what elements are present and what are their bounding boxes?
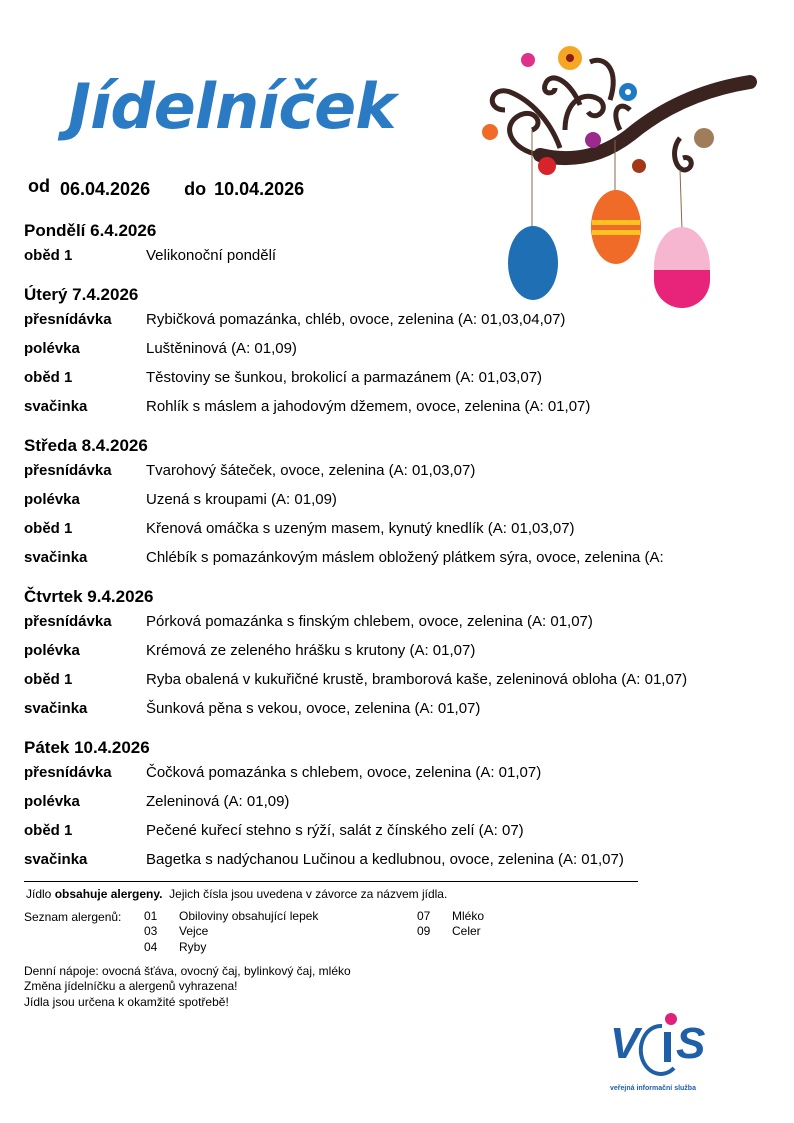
intro-text-2: Jejich čísla jsou uvedena v závorce za n… [162, 887, 448, 901]
meal-row: polévka Uzená s kroupami (A: 01,09) [24, 488, 784, 517]
day-title: Úterý 7.4.2026 [24, 285, 139, 304]
meal-type: polévka [24, 340, 80, 357]
to-label: do [184, 179, 207, 199]
meal-row: polévka Krémová ze zeleného hrášku s krut… [24, 639, 784, 668]
meal-row: oběd 1 Těstoviny se šunkou, brokolicí a p… [24, 366, 784, 395]
allergen-name: Vejce [179, 924, 209, 938]
blue-egg [508, 226, 558, 300]
meal-row: přesnídávka Pórková pomazánka s finským c… [24, 610, 784, 639]
meal-description: Zeleninová (A: 01,09) [146, 793, 290, 810]
meal-type: přesnídávka [24, 311, 112, 328]
date-range: od 06.04.2026 do 10.04.2026 [28, 176, 305, 200]
day-section: Pondělí 6.4.2026 oběd 1 Velikonoční ponděl… [24, 218, 784, 273]
svg-text:V: V [610, 1019, 643, 1068]
meal-row: polévka Luštěninová (A: 01,09) [24, 337, 784, 366]
meal-row: oběd 1 Velikonoční pondělí [24, 244, 784, 273]
meal-type: polévka [24, 491, 80, 508]
allergen-code: 01 [144, 909, 158, 923]
meal-description: Luštěninová (A: 01,09) [146, 340, 297, 357]
meal-description: Ryba obalená v kukuřičné krustě, brambor… [146, 671, 688, 688]
allergen-name: Celer [452, 924, 481, 938]
page-title: Jídelníček [68, 70, 396, 143]
allergen-code: 03 [144, 924, 158, 938]
meal-description: Velikonoční pondělí [146, 247, 277, 264]
day-section: Středa 8.4.2026 přesnídávka Tvarohový šáte… [24, 433, 784, 575]
meal-type: polévka [24, 642, 80, 659]
day-title: Čtvrtek 9.4.2026 [24, 587, 154, 606]
meal-description: Chlébík s pomazánkovým máslem obložený p… [146, 549, 664, 566]
daily-drinks: Denní nápoje: ovocná šťáva, ovocný čaj, … [24, 964, 351, 978]
svg-text:S: S [676, 1019, 705, 1068]
intro-bold: obsahuje alergeny. [54, 887, 163, 901]
allergen-intro: Jídlo obsahuje alergeny. Jejich čísla js… [26, 887, 447, 901]
meal-type: oběd 1 [24, 247, 73, 264]
day-section: Pátek 10.4.2026 přesnídávka Čočková pomazá… [24, 735, 784, 877]
allergen-name: Mléko [452, 909, 485, 923]
meal-type: oběd 1 [24, 520, 73, 537]
vis-logo: V S veřejná informační služba [610, 1010, 720, 1092]
logo-tagline: veřejná informační služba [610, 1085, 696, 1092]
meal-row: přesnídávka Čočková pomazánka s chlebem, … [24, 761, 784, 790]
divider [24, 881, 638, 882]
meal-row: oběd 1 Křenová omáčka s uzeným masem, kyn… [24, 517, 784, 546]
meal-description: Rybičková pomazánka, chléb, ovoce, zelen… [146, 311, 566, 328]
meal-description: Rohlík s máslem a jahodovým džemem, ovoc… [146, 398, 591, 415]
meal-description: Pórková pomazánka s finským chlebem, ovo… [146, 613, 593, 630]
to-date: 10.04.2026 [214, 179, 305, 199]
meal-row: oběd 1 Ryba obalená v kukuřičné krustě, b… [24, 668, 784, 697]
allergen-code: 09 [417, 924, 431, 938]
change-notice: Změna jídelníčku a alergenů vyhrazena! [24, 979, 238, 993]
meal-row: oběd 1 Pečené kuřecí stehno s rýží, salát… [24, 819, 784, 848]
allergen-name: Ryby [179, 940, 207, 954]
meal-type: svačinka [24, 700, 88, 717]
meal-description: Těstoviny se šunkou, brokolicí a parmazá… [146, 369, 543, 386]
vis-logo-mark: V S [610, 1013, 705, 1076]
meal-row: přesnídávka Tvarohový šáteček, ovoce, zel… [24, 459, 784, 488]
from-date: 06.04.2026 [60, 179, 151, 199]
meal-type: přesnídávka [24, 613, 112, 630]
day-title: Pondělí 6.4.2026 [24, 221, 157, 240]
day-section: Úterý 7.4.2026 přesnídávka Rybičková pomaz… [24, 282, 784, 424]
meal-type: oběd 1 [24, 671, 73, 688]
easter-decoration [482, 46, 757, 308]
allergen-code: 04 [144, 940, 158, 954]
meal-type: přesnídávka [24, 462, 112, 479]
orange-egg [591, 190, 641, 264]
day-title: Pátek 10.4.2026 [24, 738, 150, 757]
meal-row: svačinka Rohlík s máslem a jahodovým džem… [24, 395, 784, 424]
day-section: Čtvrtek 9.4.2026 přesnídávka Pórková pomaz… [24, 584, 784, 726]
meal-row: přesnídávka Rybičková pomazánka, chléb, o… [24, 308, 784, 337]
meal-type: oběd 1 [24, 369, 73, 386]
meal-description: Krémová ze zeleného hrášku s krutony (A:… [146, 642, 476, 659]
meal-type: svačinka [24, 398, 88, 415]
meal-type: svačinka [24, 851, 88, 868]
meal-type: svačinka [24, 549, 88, 566]
meal-description: Tvarohový šáteček, ovoce, zelenina (A: 0… [146, 462, 476, 479]
allergen-name: Obiloviny obsahující lepek [179, 909, 319, 923]
meal-description: Čočková pomazánka s chlebem, ovoce, zele… [146, 764, 542, 781]
meal-row: svačinka Chlébík s pomazánkovým máslem ob… [24, 546, 784, 575]
meal-description: Šunková pěna s vekou, ovoce, zelenina (A… [146, 700, 481, 717]
menu-days: Pondělí 6.4.2026 oběd 1 Velikonoční ponděl… [24, 218, 784, 886]
day-title: Středa 8.4.2026 [24, 436, 148, 455]
meal-type: polévka [24, 793, 80, 810]
meal-description: Pečené kuřecí stehno s rýží, salát z čín… [146, 822, 524, 839]
consume-notice: Jídla jsou určena k okamžité spotřebě! [24, 995, 229, 1009]
meal-type: přesnídávka [24, 764, 112, 781]
intro-text: Jídlo [26, 887, 55, 901]
allergen-code: 07 [417, 909, 431, 923]
meal-row: svačinka Bagetka s nadýchanou Lučinou a k… [24, 848, 784, 877]
allergen-list-label: Seznam alergenů: [24, 910, 122, 924]
meal-row: polévka Zeleninová (A: 01,09) [24, 790, 784, 819]
meal-description: Bagetka s nadýchanou Lučinou a kedlubnou… [146, 851, 624, 868]
meal-description: Křenová omáčka s uzeným masem, kynutý kn… [146, 520, 575, 537]
meal-type: oběd 1 [24, 822, 73, 839]
meal-row: svačinka Šunková pěna s vekou, ovoce, zel… [24, 697, 784, 726]
from-label: od [28, 176, 50, 196]
meal-description: Uzená s kroupami (A: 01,09) [146, 491, 337, 508]
